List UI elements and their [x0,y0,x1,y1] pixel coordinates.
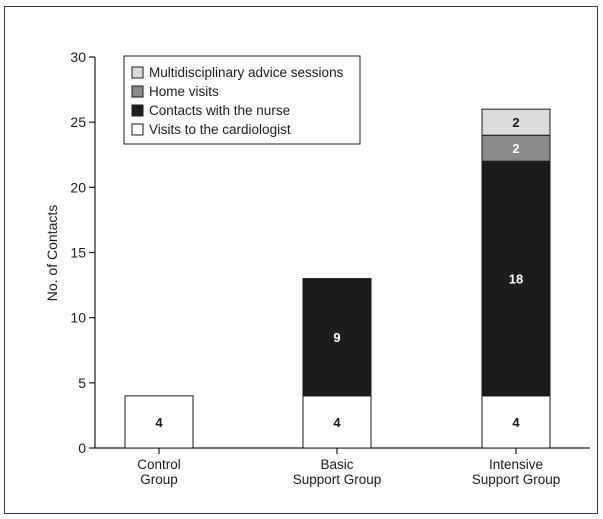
bar-segment [481,395,551,449]
y-axis-title: No. of Contacts [44,205,60,302]
chart-frame [4,6,598,514]
x-category-label: Basic [320,457,353,472]
bar-segment [481,160,551,397]
y-tick-label: 20 [70,179,86,195]
x-category-label: Control [137,457,181,472]
legend-swatch [131,85,144,98]
bar-value-label: 4 [512,415,520,430]
bar-value-label: 4 [333,415,341,430]
legend: Multidisciplinary advice sessions Home vi… [123,55,361,145]
legend-label: Multidisciplinary advice sessions [149,65,344,80]
y-tick-label: 0 [78,440,86,456]
bar-segment [481,108,551,136]
bar-value-label: 9 [333,330,340,345]
y-tick-label: 25 [70,114,86,130]
x-category-label: Support Group [293,472,382,487]
bar-value-label: 2 [512,141,519,156]
y-tick-label: 30 [70,49,86,65]
y-tick-label: 10 [70,310,86,326]
bar-value-label: 4 [155,415,163,430]
legend-label: Visits to the cardiologist [149,122,291,137]
y-axis: 0 5 10 15 20 25 30 [70,49,96,456]
bar-segment [302,278,372,397]
legend-swatch [131,123,144,136]
bar-value-label: 18 [509,272,523,287]
bar-segment [124,395,194,449]
x-category-label: Group [140,472,178,487]
bars: 4 4 9 4 18 2 2 [124,108,551,449]
x-category-label: Intensive [489,457,543,472]
legend-swatch [131,104,144,117]
y-tick-label: 15 [70,245,86,261]
y-tick-label: 5 [78,375,86,391]
bar-value-label: 2 [512,115,519,130]
legend-label: Contacts with the nurse [149,103,290,118]
legend-label: Home visits [149,84,219,99]
legend-box [123,55,361,145]
legend-swatch [131,66,144,79]
x-category-label: Support Group [472,472,561,487]
